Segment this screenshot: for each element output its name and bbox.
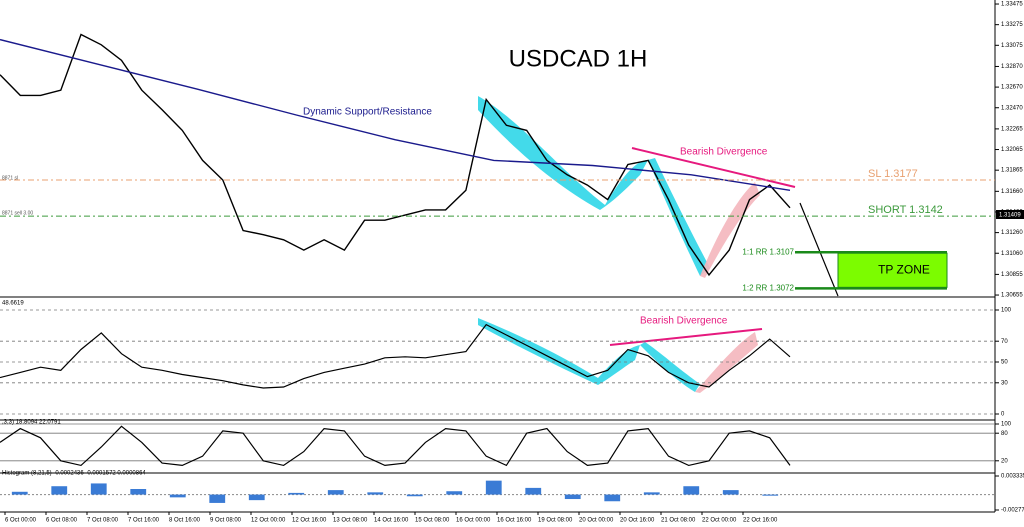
- histogram-bar: [722, 490, 739, 495]
- time-label: 8 Oct 16:00: [169, 518, 201, 524]
- pattern-shade: [700, 182, 760, 278]
- y-tick-label: 100: [1001, 422, 1012, 428]
- histogram-bar: [248, 494, 265, 501]
- y-tick-label: 1.33075: [1001, 43, 1023, 49]
- level-label: 1:1 RR 1.3107: [742, 247, 794, 256]
- y-tick-label: 20: [1001, 458, 1008, 464]
- y-tick-label: 1.33275: [1001, 22, 1023, 28]
- histogram-bar: [485, 480, 502, 495]
- divergence-line: [631, 147, 796, 188]
- time-label: 7 Oct 08:00: [87, 518, 119, 524]
- panel-label: Histogram (8,21,5) -0.0002436 -0.0001572…: [2, 471, 146, 477]
- time-label: 21 Oct 08:00: [661, 518, 696, 524]
- time-label: 22 Oct 00:00: [702, 518, 737, 524]
- y-tick-label: 1.32470: [1001, 105, 1023, 111]
- histogram-bar: [130, 489, 147, 495]
- time-label: 13 Oct 08:00: [333, 518, 368, 524]
- y-tick-label: 1.30655: [1001, 293, 1023, 299]
- y-tick-label: 0: [1001, 412, 1005, 418]
- y-tick-label: 1.32265: [1001, 126, 1023, 132]
- series-line: [0, 38, 791, 191]
- histogram-bar: [683, 486, 700, 495]
- time-label: 6 Oct 00:00: [5, 518, 37, 524]
- y-tick-label: 0.003335: [1001, 474, 1024, 480]
- y-tick-label: -0.00277: [1001, 508, 1024, 514]
- y-tick-label: 1.31660: [1001, 189, 1023, 195]
- annotation: Dynamic Support/Resistance: [303, 107, 432, 118]
- time-label: 19 Oct 08:00: [538, 518, 573, 524]
- divergence-line: [609, 328, 763, 346]
- time-label: 12 Oct 16:00: [292, 518, 327, 524]
- histogram-bar: [643, 492, 660, 495]
- time-label: 16 Oct 00:00: [456, 518, 491, 524]
- panel-label: 48.6619: [2, 301, 24, 307]
- histogram-bar: [169, 494, 186, 498]
- y-tick-label: 70: [1001, 339, 1008, 345]
- time-label: 6 Oct 08:00: [46, 518, 78, 524]
- y-tick-label: 1.31060: [1001, 251, 1023, 257]
- time-label: 20 Oct 16:00: [620, 518, 655, 524]
- time-label: 15 Oct 08:00: [415, 518, 450, 524]
- annotation: 8871 sell 3.00: [2, 210, 33, 216]
- pattern-shade: [695, 332, 758, 393]
- histogram-bar: [406, 494, 423, 497]
- y-tick-label: 1.30855: [1001, 272, 1023, 278]
- level-label: 1:2 RR 1.3072: [742, 283, 794, 292]
- histogram-bar: [564, 494, 581, 500]
- histogram-bar: [604, 494, 621, 502]
- time-label: 14 Oct 16:00: [374, 518, 409, 524]
- annotation: 8871 sl: [2, 175, 18, 181]
- pattern-shade: [478, 96, 648, 210]
- time-label: 20 Oct 00:00: [579, 518, 614, 524]
- level-label: SHORT 1.3142: [868, 204, 943, 216]
- chart-title: USDCAD 1H: [509, 45, 648, 72]
- histogram-bar: [525, 487, 542, 495]
- histogram-bar: [11, 491, 28, 495]
- tp-zone: [837, 252, 948, 288]
- histogram-bar: [327, 490, 344, 495]
- series-line: [0, 425, 791, 467]
- histogram-bar: [446, 491, 463, 495]
- projection-arrow: [799, 202, 839, 297]
- histogram-bar: [288, 492, 305, 495]
- last-price-box: [996, 210, 1024, 219]
- y-tick-label: 1.32670: [1001, 85, 1023, 91]
- level-label: SL 1.3177: [868, 168, 918, 180]
- series-line: [0, 323, 791, 389]
- annotation: Bearish Divergence: [680, 147, 768, 158]
- annotation: Bearish Divergence: [640, 316, 728, 327]
- y-tick-label: 80: [1001, 431, 1008, 437]
- y-tick-label: 1.32870: [1001, 64, 1023, 70]
- time-label: 9 Oct 08:00: [210, 518, 242, 524]
- time-label: 22 Oct 16:00: [743, 518, 778, 524]
- y-tick-label: 50: [1001, 360, 1008, 366]
- histogram-bar: [367, 492, 384, 495]
- histogram-bar: [51, 486, 68, 495]
- y-tick-label: 1.31865: [1001, 168, 1023, 174]
- pattern-shade: [648, 158, 710, 276]
- tp-zone-label: TP ZONE: [878, 262, 930, 276]
- pattern-shade: [640, 342, 700, 392]
- y-tick-label: 30: [1001, 380, 1008, 386]
- y-tick-label: 1.31260: [1001, 230, 1023, 236]
- last-price: 1.31409: [999, 213, 1021, 219]
- histogram-bar: [90, 483, 107, 495]
- histogram-bar: [209, 494, 226, 503]
- panel-label: ,3,3) 18.8094 22.0791: [2, 420, 61, 426]
- time-label: 12 Oct 00:00: [251, 518, 286, 524]
- y-tick-label: 1.32065: [1001, 147, 1023, 153]
- y-tick-label: 1.33475: [1001, 2, 1023, 8]
- time-label: 16 Oct 16:00: [497, 518, 532, 524]
- y-tick-label: 100: [1001, 308, 1012, 314]
- time-label: 7 Oct 16:00: [128, 518, 160, 524]
- histogram-bar: [762, 494, 779, 496]
